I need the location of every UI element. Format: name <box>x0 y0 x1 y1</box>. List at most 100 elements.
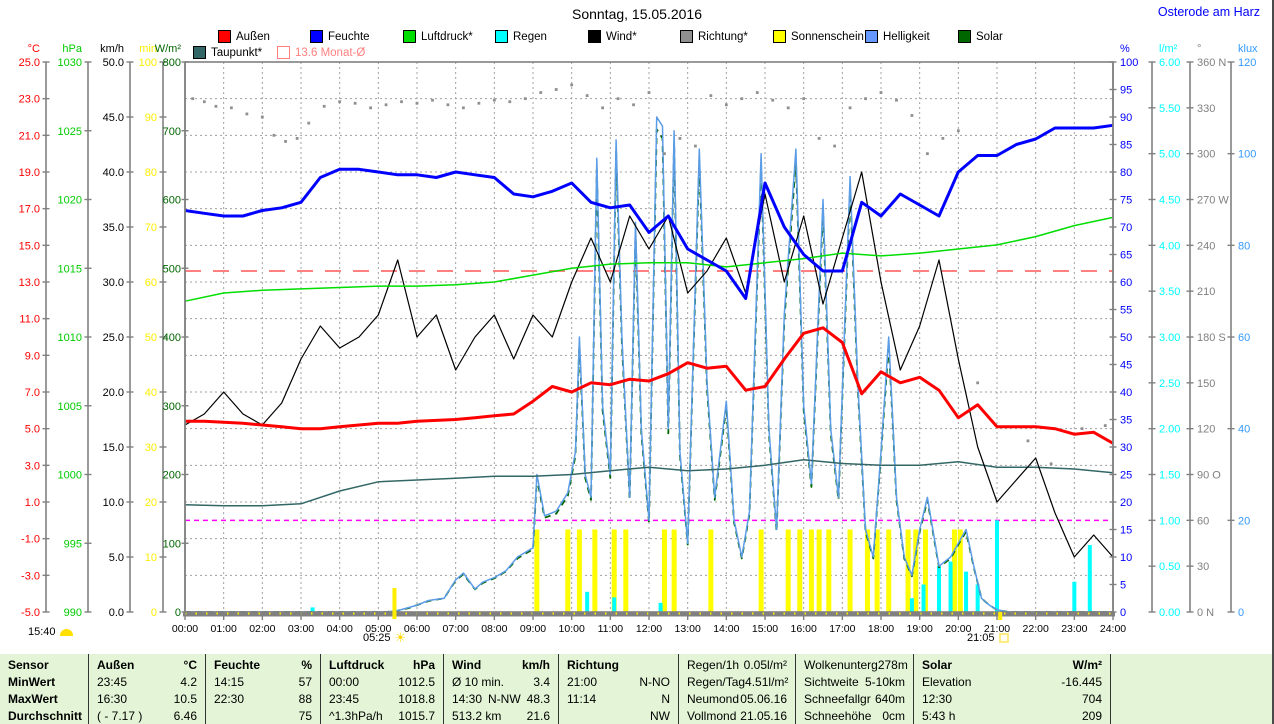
sonnenschein-bar <box>816 529 822 612</box>
table-cell-value: N <box>661 691 670 706</box>
richtung-dot <box>322 104 326 108</box>
axis-unit-°: ° <box>1197 43 1201 55</box>
axis-label: 300 <box>163 401 181 413</box>
table-row: 16:30 10.5 <box>89 690 205 707</box>
richtung-dot <box>1049 462 1053 466</box>
series-Feuchte <box>184 123 1114 300</box>
x-tick-label: 14:00 <box>713 623 739 635</box>
axis-label: 4.00 <box>1159 240 1180 252</box>
x-tick-label: 08:00 <box>481 623 507 635</box>
table-cell-label: Sensor <box>8 657 49 672</box>
richtung-dot <box>755 91 759 94</box>
richtung-dot <box>616 97 620 101</box>
richtung-dot <box>202 100 206 104</box>
axis-label: 80 <box>145 167 157 179</box>
axis-label: 5 <box>1120 580 1126 592</box>
axis-label: 19.0 <box>19 167 40 179</box>
legend-swatch-icon <box>277 46 290 59</box>
sunrise-sun-icon: ☀ <box>394 630 407 645</box>
table-cell-value: 88 <box>298 691 312 706</box>
legend-swatch-icon <box>218 30 231 43</box>
axis-label: 30.0 <box>103 277 124 289</box>
axis-label: 120 <box>1238 57 1256 69</box>
axis-label: 0 <box>1120 607 1126 619</box>
table-cell-value: 640m <box>874 691 905 706</box>
axis-label: 150 <box>1197 378 1215 390</box>
x-tick-label: 05:00 <box>365 623 391 635</box>
legend-item: 13.6 Monat-Ø <box>277 46 365 59</box>
x-tick-label: 15:00 <box>752 623 778 635</box>
x-tick-label: 17:00 <box>829 623 855 635</box>
axis-label: 60 <box>145 277 157 289</box>
sonnenschein-bar <box>797 529 803 612</box>
table-row: Außen °C <box>89 656 205 673</box>
axis-label: 30 <box>1197 561 1209 573</box>
table-cell-label: Wolkenunterg <box>804 657 878 672</box>
axis-label: -5.0 <box>21 607 40 619</box>
table-column: Richtung 21:00 N-NO 11:14 N NW <box>558 654 678 724</box>
axis-label: 20 <box>1238 515 1250 527</box>
regen-bar <box>310 607 315 612</box>
axis-label: 3.0 <box>25 460 40 472</box>
table-cell-value: 48.3 <box>526 691 550 706</box>
richtung-dot <box>384 103 388 107</box>
richtung-dot <box>508 100 512 104</box>
axis-label: 40.0 <box>103 167 124 179</box>
axis-label: 60 <box>1120 277 1132 289</box>
axis-label: 90 O <box>1197 470 1221 482</box>
richtung-dot <box>771 98 775 102</box>
page-title: Sonntag, 15.05.2016 <box>571 6 702 22</box>
table-cell-value: 704 <box>1081 691 1102 706</box>
legend-swatch-icon <box>588 30 601 43</box>
richtung-dot <box>740 97 744 101</box>
axis-label: 90 <box>145 112 157 124</box>
legend-item: Taupunkt* <box>193 46 262 59</box>
axis-label: 4.50 <box>1159 195 1180 207</box>
axis-label: 40 <box>145 387 157 399</box>
richtung-dot <box>400 100 403 104</box>
axis-label: 5.0 <box>109 552 124 564</box>
table-cell-label: 21:00 <box>567 674 598 689</box>
table-cell-value: 3.4 <box>533 674 550 689</box>
legend-label: Taupunkt* <box>211 46 263 59</box>
table-cell-value: % <box>301 657 312 672</box>
axis-label: 70 <box>1120 222 1132 234</box>
table-cell-label: Sichtweite <box>804 674 859 689</box>
axis-label: 1025 <box>58 126 82 138</box>
table-row: Vollmond 21.05.16 <box>679 707 795 724</box>
table-cell-label: 23:45 <box>97 674 128 689</box>
sonnenschein-bar <box>661 529 667 612</box>
table-cell-value: NW <box>650 708 670 723</box>
table-cell-value: -16.445 <box>1061 674 1102 689</box>
richtung-dot <box>1026 439 1030 443</box>
richtung-dot <box>879 91 883 94</box>
legend-item: Solar <box>958 30 1003 43</box>
table-row: 12:30 704 <box>914 690 1110 707</box>
legend-item: Richtung* <box>680 30 748 43</box>
legend-swatch-icon <box>495 30 508 43</box>
axis-label: 0 N <box>1197 607 1214 619</box>
x-tick-label: 24:00 <box>1100 623 1126 635</box>
table-row: Regen/1h 0.05l/m² <box>679 656 795 673</box>
table-row: ( - 7.17 ) 6.46 <box>89 707 205 724</box>
richtung-dot <box>415 101 419 105</box>
sunset-icon <box>998 633 1009 643</box>
legend-label: Solar <box>976 30 1003 43</box>
table-row: Wind km/h <box>444 656 558 673</box>
axis-label: 0.0 <box>109 607 124 619</box>
axis-label: 200 <box>163 470 181 482</box>
table-column: Sensor MinWert MaxWert Durchschnitt <box>0 654 88 724</box>
richtung-dot <box>956 129 960 133</box>
sonnenschein-bar <box>671 529 677 612</box>
table-cell-label: Feuchte <box>214 657 261 672</box>
sonnenschein-bar <box>565 529 571 612</box>
regen-bar <box>937 566 941 612</box>
table-row: 513.2 km 21.6 <box>444 707 558 724</box>
legend-swatch-icon <box>193 46 206 59</box>
x-tick-label: 01:00 <box>211 623 237 635</box>
axis-label: 50.0 <box>103 57 124 69</box>
axis-label: 11.0 <box>19 314 40 326</box>
axis-label: 55 <box>1120 305 1132 317</box>
axis-label: 45.0 <box>103 112 124 124</box>
richtung-dot <box>369 106 372 110</box>
